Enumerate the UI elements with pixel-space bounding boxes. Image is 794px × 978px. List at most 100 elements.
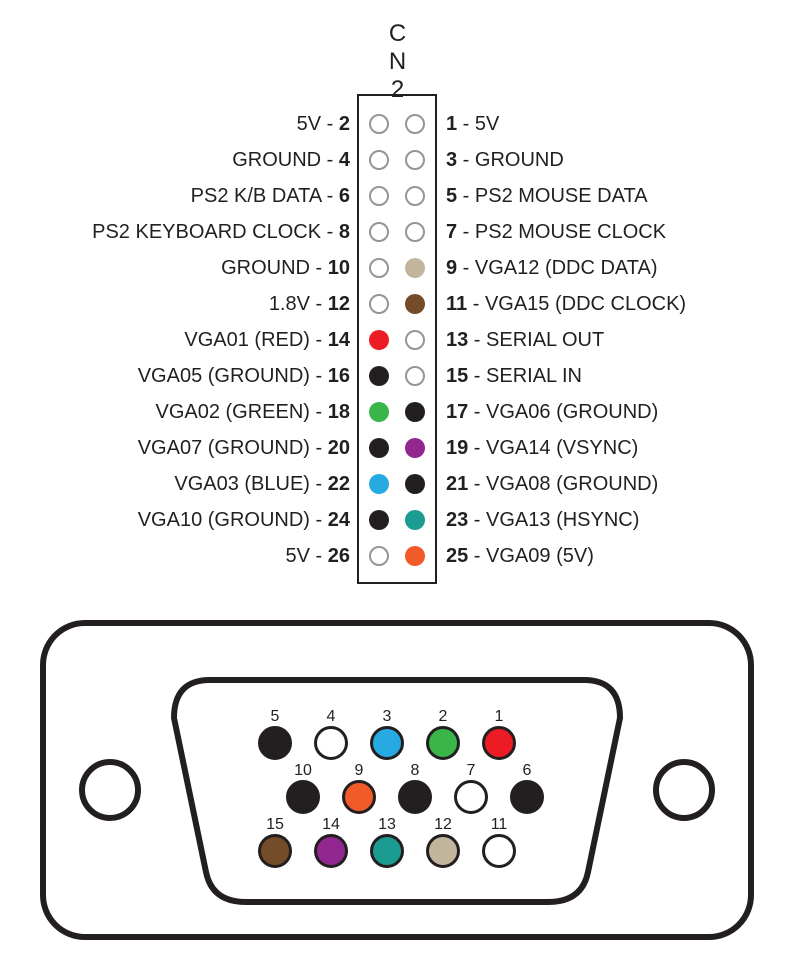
vga-pin-number: 7	[454, 762, 488, 780]
pin-number: 15	[446, 365, 468, 387]
pin-row: VGA05 (GROUND) - 16 15 - SERIAL IN	[0, 358, 794, 394]
pin-label-left: VGA05 (GROUND) - 16	[138, 365, 350, 388]
pin-name: VGA06 (GROUND)	[486, 401, 658, 423]
header-pin	[369, 330, 389, 350]
pin-label-left: VGA01 (RED) - 14	[184, 329, 350, 352]
vga-pin	[454, 780, 488, 814]
pin-name: SERIAL OUT	[486, 329, 604, 351]
header-pin	[369, 294, 389, 314]
vga-pin	[258, 834, 292, 868]
pin-row: VGA01 (RED) - 14 13 - SERIAL OUT	[0, 322, 794, 358]
pin-number: 4	[339, 149, 350, 171]
header-pin	[405, 510, 425, 530]
pin-number: 16	[328, 365, 350, 387]
pin-number: 3	[446, 149, 457, 171]
pin-number: 26	[328, 545, 350, 567]
pin-number: 13	[446, 329, 468, 351]
pin-name: VGA03 (BLUE)	[174, 473, 310, 495]
header-pin	[369, 258, 389, 278]
header-pin	[369, 366, 389, 386]
pin-number: 24	[328, 509, 350, 531]
vga-pin-number: 8	[398, 762, 432, 780]
header-pin	[405, 546, 425, 566]
header-pin	[369, 114, 389, 134]
pin-number: 25	[446, 545, 468, 567]
pin-number: 6	[339, 185, 350, 207]
pin-row: VGA02 (GREEN) - 1817 - VGA06 (GROUND)	[0, 394, 794, 430]
pin-row: PS2 K/B DATA - 65 - PS2 MOUSE DATA	[0, 178, 794, 214]
pin-name: 5V	[286, 545, 310, 567]
pin-label-right: 15 - SERIAL IN	[446, 365, 582, 388]
vga-pin-number: 2	[426, 708, 460, 726]
pin-number: 20	[328, 437, 350, 459]
pin-label-left: VGA07 (GROUND) - 20	[138, 437, 350, 460]
vga-pin-number: 4	[314, 708, 348, 726]
pin-name: 1.8V	[269, 293, 310, 315]
header-pin	[405, 366, 425, 386]
pin-name: PS2 MOUSE CLOCK	[475, 221, 666, 243]
pin-row: VGA07 (GROUND) - 2019 - VGA14 (VSYNC)	[0, 430, 794, 466]
pin-label-left: GROUND - 10	[221, 257, 350, 280]
pin-number: 2	[339, 113, 350, 135]
header-pin	[405, 474, 425, 494]
header-pin	[369, 438, 389, 458]
header-pin	[405, 294, 425, 314]
pin-label-right: 13 - SERIAL OUT	[446, 329, 604, 352]
vga-pin-number: 12	[426, 816, 460, 834]
pin-label-left: VGA10 (GROUND) - 24	[138, 509, 350, 532]
pin-number: 21	[446, 473, 468, 495]
pin-row: VGA03 (BLUE) - 2221 - VGA08 (GROUND)	[0, 466, 794, 502]
vga-connector: 543211098761514131211	[40, 620, 754, 940]
vga-pin-number: 3	[370, 708, 404, 726]
vga-pin	[398, 780, 432, 814]
pin-name: VGA12 (DDC DATA)	[475, 257, 658, 279]
header-pin	[405, 330, 425, 350]
pin-number: 11	[446, 293, 467, 315]
pin-row: 5V - 21 - 5V	[0, 106, 794, 142]
pin-label-right: 17 - VGA06 (GROUND)	[446, 401, 658, 424]
pin-name: GROUND	[232, 149, 321, 171]
vga-pin-number: 9	[342, 762, 376, 780]
vga-pin	[482, 834, 516, 868]
vga-pin	[482, 726, 516, 760]
pin-number: 23	[446, 509, 468, 531]
pin-label-left: 5V - 2	[297, 113, 350, 136]
header-pin	[405, 258, 425, 278]
header-pin	[405, 186, 425, 206]
vga-pin-number: 11	[482, 816, 516, 834]
pin-label-left: PS2 K/B DATA - 6	[191, 185, 350, 208]
pin-name: PS2 KEYBOARD CLOCK	[92, 221, 321, 243]
vga-pin-number: 13	[370, 816, 404, 834]
header-pin	[405, 438, 425, 458]
vga-pin	[426, 834, 460, 868]
pin-name: VGA07 (GROUND)	[138, 437, 310, 459]
pin-label-left: GROUND - 4	[232, 149, 350, 172]
pin-label-right: 7 - PS2 MOUSE CLOCK	[446, 221, 666, 244]
pin-name: VGA15 (DDC CLOCK)	[485, 293, 686, 315]
vga-pin	[258, 726, 292, 760]
pin-name: VGA08 (GROUND)	[486, 473, 658, 495]
vga-pin-number: 14	[314, 816, 348, 834]
pin-label-left: PS2 KEYBOARD CLOCK - 8	[92, 221, 350, 244]
pin-name: GROUND	[221, 257, 310, 279]
pin-label-right: 9 - VGA12 (DDC DATA)	[446, 257, 658, 280]
pin-number: 8	[339, 221, 350, 243]
header-pin	[369, 474, 389, 494]
connector-title: CN2	[383, 20, 411, 104]
pin-row: VGA10 (GROUND) - 2423 - VGA13 (HSYNC)	[0, 502, 794, 538]
vga-pin	[314, 726, 348, 760]
pin-number: 7	[446, 221, 457, 243]
vga-pins: 543211098761514131211	[40, 620, 754, 940]
vga-pin-number: 5	[258, 708, 292, 726]
vga-pin-number: 6	[510, 762, 544, 780]
header-pin	[369, 150, 389, 170]
header-pin	[369, 510, 389, 530]
pin-name: GROUND	[475, 149, 564, 171]
pin-name: 5V	[297, 113, 321, 135]
pin-label-right: 11 - VGA15 (DDC CLOCK)	[446, 293, 686, 316]
pin-number: 18	[328, 401, 350, 423]
header-pin	[405, 114, 425, 134]
vga-pin	[510, 780, 544, 814]
vga-pin-number: 10	[286, 762, 320, 780]
pin-name: VGA09 (5V)	[486, 545, 594, 567]
